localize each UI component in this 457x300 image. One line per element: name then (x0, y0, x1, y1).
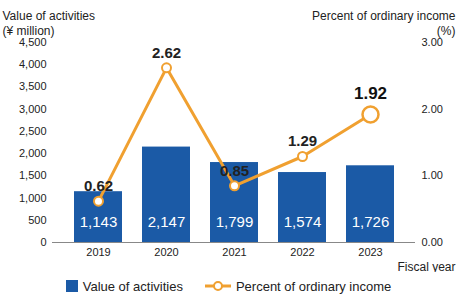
svg-text:Value of activities(¥ million): Value of activities(¥ million) (3, 9, 96, 37)
svg-text:2,147: 2,147 (148, 213, 186, 230)
svg-text:Fiscal year: Fiscal year (397, 260, 455, 272)
svg-text:Percent of ordinary income(%): Percent of ordinary income(%) (312, 9, 456, 37)
svg-text:1,574: 1,574 (284, 213, 322, 230)
svg-text:0.85: 0.85 (220, 162, 249, 179)
svg-text:2,500: 2,500 (19, 125, 47, 137)
svg-text:0.00: 0.00 (422, 236, 443, 248)
svg-text:0.62: 0.62 (84, 177, 113, 194)
svg-text:2023: 2023 (358, 246, 382, 258)
html-text:Percent of ordinary income: Percent of ordinary income (235, 278, 392, 294)
svg-text:2021: 2021 (222, 246, 246, 258)
svg-text:2.62: 2.62 (152, 44, 181, 61)
svg-text:2020: 2020 (154, 246, 178, 258)
svg-text:1,143: 1,143 (80, 213, 118, 230)
html-text:Value of activities: Value of activities (82, 278, 183, 294)
svg-text:2,000: 2,000 (19, 147, 47, 159)
svg-text:1,000: 1,000 (19, 192, 47, 204)
svg-text:2019: 2019 (86, 246, 110, 258)
svg-text:500: 500 (28, 214, 46, 226)
svg-text:2022: 2022 (290, 246, 314, 258)
svg-text:1,799: 1,799 (216, 213, 254, 230)
svg-text:1.92: 1.92 (354, 84, 387, 103)
svg-text:3.00: 3.00 (422, 36, 443, 48)
svg-text:2.00: 2.00 (422, 103, 443, 115)
svg-text:3,000: 3,000 (19, 103, 47, 115)
svg-text:1.00: 1.00 (422, 169, 443, 181)
svg-text:0: 0 (40, 236, 46, 248)
svg-text:3,500: 3,500 (19, 80, 47, 92)
svg-text:1,500: 1,500 (19, 169, 47, 181)
svg-text:4,000: 4,000 (19, 58, 47, 70)
svg-text:1,726: 1,726 (352, 213, 390, 230)
svg-text:4,500: 4,500 (19, 36, 47, 48)
svg-text:1.29: 1.29 (288, 132, 317, 149)
